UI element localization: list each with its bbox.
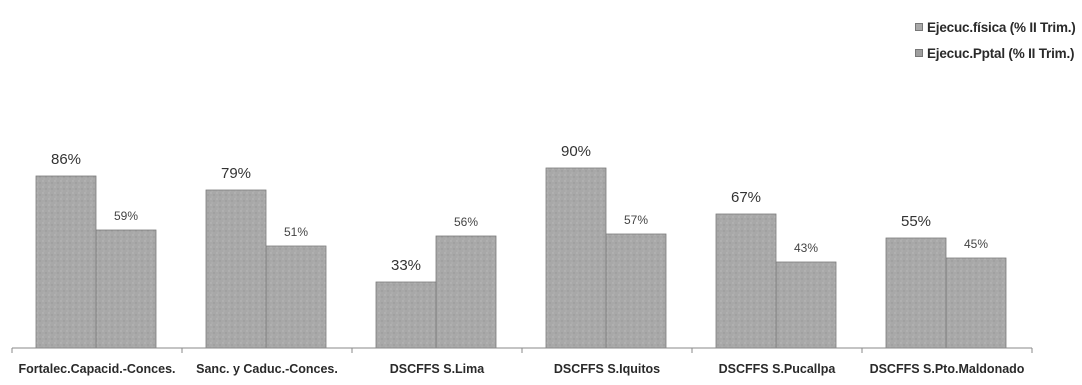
data-label-fisica: 67% [731,189,761,206]
category-label: Sanc. y Caduc.-Conces. [196,362,338,376]
data-label-fisica: 90% [561,143,591,160]
legend-item-fisica: Ejecuc.física (% II Trim.) [915,14,1080,40]
data-label-fisica: 55% [901,213,931,230]
legend-label-pptal: Ejecuc.Pptal (% II Trim.) [927,45,1075,61]
data-label-pptal: 51% [284,225,308,239]
data-label-pptal: 59% [114,209,138,223]
bar-fisica [545,167,607,349]
bar-fisica [885,237,947,349]
category-label: DSCFFS S.Pto.Maldonado [870,362,1025,376]
category-labels: Fortalec.Capacid.-Conces. Sanc. y Caduc.-… [19,362,1025,376]
legend-item-pptal: Ejecuc.Pptal (% II Trim.) [915,40,1080,66]
bar-fisica [715,213,777,349]
data-label-fisica: 33% [391,257,421,274]
bar-pptal [265,245,327,349]
bar-pptal [95,229,157,349]
legend: Ejecuc.física (% II Trim.) Ejecuc.Pptal … [915,14,1080,66]
legend-swatch-pptal [915,49,923,57]
category-label: DSCFFS S.Iquitos [554,362,660,376]
bar-fisica [35,175,97,349]
bar-fisica [205,189,267,349]
bar-pptal [945,257,1007,349]
legend-swatch-fisica [915,23,923,31]
category-label: Fortalec.Capacid.-Conces. [19,362,176,376]
x-ticks [11,348,1033,353]
category-label: DSCFFS S.Pucallpa [719,362,837,376]
data-label-pptal: 57% [624,213,648,227]
data-label-pptal: 56% [454,215,478,229]
bars-layer [35,167,1007,349]
category-label: DSCFFS S.Lima [390,362,486,376]
bar-pptal [605,233,667,349]
data-label-pptal: 45% [964,237,988,251]
data-labels: 86% 59% 79% 51% 33% 56% 90% 57% 67% 43% 55% 45% [51,143,988,274]
data-label-fisica: 79% [221,165,251,182]
bar-pptal [775,261,837,349]
bar-fisica [375,281,437,349]
legend-label-fisica: Ejecuc.física (% II Trim.) [927,19,1076,35]
data-label-fisica: 86% [51,151,81,168]
bar-pptal [435,235,497,349]
data-label-pptal: 43% [794,241,818,255]
